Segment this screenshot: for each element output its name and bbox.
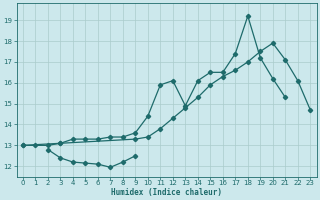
X-axis label: Humidex (Indice chaleur): Humidex (Indice chaleur) — [111, 188, 222, 197]
